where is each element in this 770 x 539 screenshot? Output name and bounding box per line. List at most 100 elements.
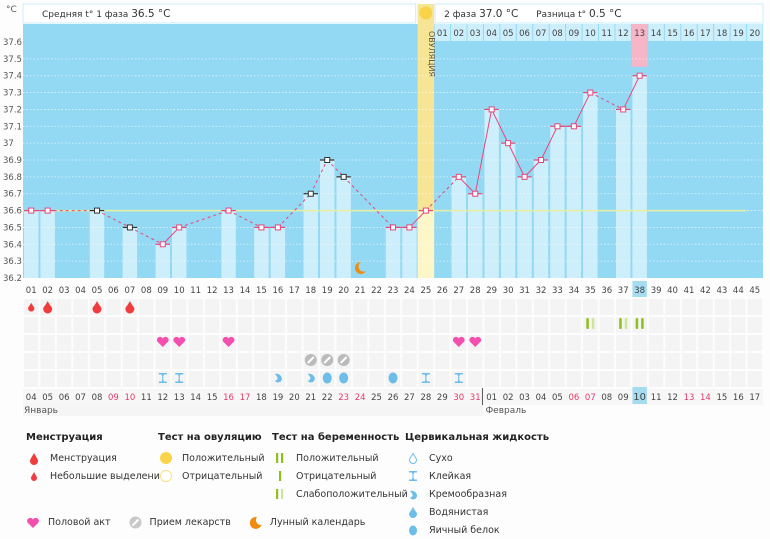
phase2-day-label: 18 xyxy=(716,29,727,39)
event-cell xyxy=(402,335,417,351)
moon-icon xyxy=(249,516,262,529)
phase2-day-label: 03 xyxy=(470,29,481,39)
event-cell xyxy=(254,371,269,387)
event-cell xyxy=(106,317,121,333)
event-cell xyxy=(402,299,417,315)
legend-item: Сухо xyxy=(405,449,549,467)
temp-line-segment xyxy=(622,75,641,110)
ovulation-sun-icon xyxy=(419,6,433,20)
event-cell xyxy=(320,335,335,351)
phase2-summary: 2 фаза 37.0 °C xyxy=(444,8,518,20)
temp-point xyxy=(94,207,100,214)
calendar-date: 10 xyxy=(124,393,135,403)
phase2-value: 37.0 °C xyxy=(479,8,518,20)
calendar-date: 12 xyxy=(667,393,678,403)
temp-bar xyxy=(583,92,598,278)
calendar-date: 15 xyxy=(207,393,218,403)
calendar-date: 07 xyxy=(585,393,596,403)
egg-white-fluid-icon xyxy=(339,372,349,384)
event-cell xyxy=(172,299,187,315)
y-tick-label: 36.3 xyxy=(3,257,22,267)
event-cell xyxy=(106,371,121,387)
event-cell xyxy=(402,317,417,333)
event-cell xyxy=(616,299,631,315)
day-number: 02 xyxy=(42,286,53,296)
temp-bar xyxy=(221,210,236,278)
event-cell xyxy=(648,317,664,333)
event-cell xyxy=(533,299,549,315)
calendar-date: 27 xyxy=(404,393,415,403)
event-cell xyxy=(648,335,664,351)
legend-label: Небольшие выделения xyxy=(50,470,166,482)
event-cell xyxy=(89,353,105,369)
day-number: 10 xyxy=(174,286,185,296)
legend-label: Прием лекарств xyxy=(149,517,231,528)
event-cell xyxy=(385,335,401,351)
calendar-date: 08 xyxy=(92,393,103,403)
creamy-icon xyxy=(405,487,421,501)
heart-icon xyxy=(156,336,169,347)
calendar-date: 09 xyxy=(618,393,629,403)
temp-bar xyxy=(303,193,318,278)
temp-point xyxy=(390,224,396,231)
phase2-day-cell xyxy=(582,24,599,41)
event-cell xyxy=(451,317,466,333)
event-cell xyxy=(254,317,269,333)
phase2-day-cell xyxy=(599,24,615,41)
phase2-day-cell xyxy=(549,24,566,41)
phase2-day-label: 01 xyxy=(437,29,448,39)
day-number: 33 xyxy=(552,286,563,296)
event-cell xyxy=(369,317,384,333)
phase2-day-label: 12 xyxy=(618,29,629,39)
legend-item: Лунный календарь xyxy=(249,516,365,529)
event-cell xyxy=(599,299,614,315)
phase2-day-cell xyxy=(697,24,714,41)
day-number: 29 xyxy=(486,286,497,296)
sticky-fluid-icon xyxy=(421,373,430,383)
event-cell xyxy=(40,317,55,333)
temp-difference: Разница t° 0.5 °C xyxy=(536,8,621,20)
legend-title: Менструация xyxy=(26,432,103,443)
day-number: 06 xyxy=(108,286,119,296)
day-number: 30 xyxy=(503,286,514,296)
event-cell xyxy=(352,371,368,387)
event-cell xyxy=(698,353,713,369)
event-cell xyxy=(500,317,516,333)
event-cell xyxy=(352,335,368,351)
temp-bar xyxy=(566,126,582,279)
positive-circle-icon xyxy=(158,451,174,465)
event-cell xyxy=(122,371,138,387)
phase2-day-cell xyxy=(747,24,763,41)
event-cell xyxy=(73,353,88,369)
day-number: 03 xyxy=(59,286,70,296)
phase2-day-label: 16 xyxy=(684,29,695,39)
temp-point xyxy=(472,190,479,197)
event-cell xyxy=(500,299,516,315)
day-number: 21 xyxy=(355,286,366,296)
temp-bar xyxy=(254,227,269,278)
event-cell xyxy=(665,371,680,387)
calendar-date: 01 xyxy=(486,393,497,403)
event-cell xyxy=(435,371,450,387)
phase2-day-cell xyxy=(500,24,516,41)
event-cell xyxy=(714,299,730,315)
event-cell xyxy=(517,335,532,351)
event-cell xyxy=(237,371,253,387)
heart-icon xyxy=(173,336,186,347)
event-cell xyxy=(418,353,434,369)
day-number: 45 xyxy=(749,286,760,296)
event-cell xyxy=(89,371,105,387)
day-number: 08 xyxy=(141,286,152,296)
day-row xyxy=(23,281,763,297)
event-cell xyxy=(681,299,697,315)
legend-item: Кремообразная xyxy=(405,485,549,503)
test-positive-icon xyxy=(272,451,288,465)
legend-title: Цервикальная жидкость xyxy=(405,432,550,443)
event-cell xyxy=(73,335,88,351)
event-cell xyxy=(500,371,516,387)
phase2-day-cell xyxy=(483,24,500,41)
event-cell xyxy=(632,335,647,351)
event-cell xyxy=(188,299,203,315)
day-number: 14 xyxy=(240,286,251,296)
pregnancy-test-icon xyxy=(586,318,589,329)
